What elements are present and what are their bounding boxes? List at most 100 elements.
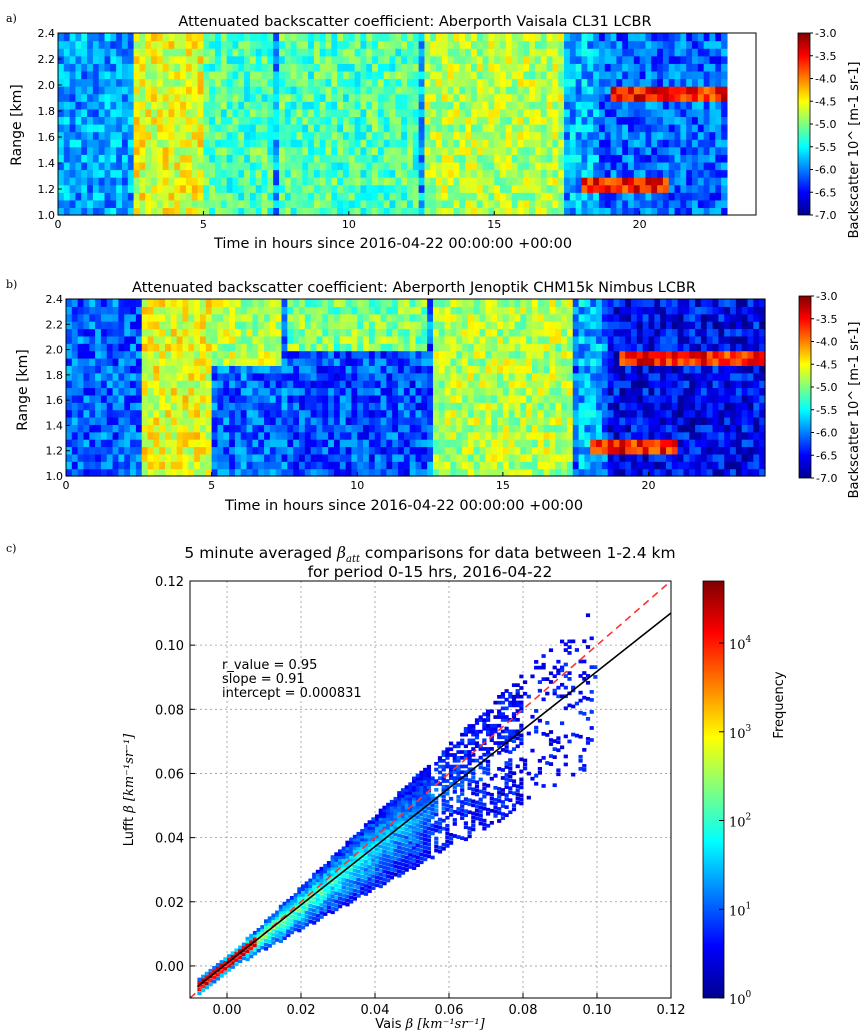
heatmap-cell xyxy=(124,424,131,433)
heatmap-cell xyxy=(467,365,475,374)
heatmap-cell xyxy=(500,48,507,57)
heatmap-cell xyxy=(345,350,353,359)
heatmap-cell xyxy=(145,169,152,178)
heatmap-cell xyxy=(77,380,85,389)
heatmap-cell xyxy=(470,86,478,95)
heatmap-cell xyxy=(584,328,591,337)
heatmap-cell xyxy=(124,439,131,448)
heatmap-cell xyxy=(587,116,594,125)
heatmap-cell xyxy=(188,306,195,315)
heatmap-cell xyxy=(246,328,253,337)
heatmap-cell xyxy=(377,108,385,118)
heatmap-cell xyxy=(267,63,274,72)
heatmap-cell xyxy=(304,365,312,374)
heatmap-cell xyxy=(398,372,405,381)
heatmap-cell xyxy=(502,453,510,462)
heatmap-cell xyxy=(92,146,100,155)
heatmap-cell xyxy=(322,424,329,433)
heatmap-cell xyxy=(58,55,65,64)
heatmap-cell xyxy=(561,328,568,337)
heatmap-cell xyxy=(100,417,108,425)
y-tick-label: 1.6 xyxy=(38,131,56,144)
heatmap-cell xyxy=(552,108,559,118)
heatmap-cell xyxy=(584,409,591,418)
heatmap-cell xyxy=(610,146,617,155)
heatmap-cell xyxy=(176,468,184,477)
heatmap-cell xyxy=(651,169,658,178)
heatmap-cell xyxy=(141,417,149,425)
heatmap-cell xyxy=(703,86,711,95)
heatmap-cell xyxy=(296,101,303,110)
heatmap-cell xyxy=(639,192,647,201)
heatmap-cell xyxy=(500,108,507,118)
heatmap-cell xyxy=(319,101,327,110)
heatmap-cell xyxy=(467,321,475,330)
heatmap-cell xyxy=(261,154,268,163)
heatmap-cell xyxy=(639,161,647,171)
heatmap-cell xyxy=(561,343,568,352)
heatmap-cell xyxy=(264,453,271,462)
heatmap-cell xyxy=(482,184,490,193)
heatmap-cell xyxy=(98,146,106,155)
heatmap-cell xyxy=(185,124,193,133)
heatmap-cell xyxy=(401,207,408,216)
heatmap-cell xyxy=(133,154,141,163)
heatmap-cell xyxy=(459,192,466,201)
heatmap-cell xyxy=(639,169,647,178)
heatmap-cell xyxy=(255,116,263,125)
heatmap-cell xyxy=(322,402,329,411)
heatmap-cell xyxy=(121,207,129,216)
heatmap-cell xyxy=(328,431,335,440)
heatmap-cell xyxy=(223,380,230,389)
heatmap-cell xyxy=(302,139,309,148)
heatmap-cell xyxy=(546,33,554,42)
heatmap-cell xyxy=(462,328,469,337)
heatmap-cell xyxy=(98,139,106,148)
heatmap-cell xyxy=(421,299,428,307)
heatmap-cell xyxy=(156,124,164,133)
heatmap-cell xyxy=(151,101,158,110)
heatmap-cell xyxy=(622,63,629,72)
heatmap-cell xyxy=(308,161,315,171)
heatmap-cell xyxy=(372,139,379,148)
heatmap-cell xyxy=(517,86,524,95)
heatmap-cell xyxy=(313,169,321,178)
heatmap-cell xyxy=(543,431,551,440)
heatmap-cell xyxy=(325,154,332,163)
heatmap-cell xyxy=(715,184,722,193)
heatmap-cell xyxy=(610,48,617,57)
heatmap-cell xyxy=(473,409,481,418)
heatmap-cell xyxy=(456,365,463,374)
heatmap-cell xyxy=(721,55,728,64)
heatmap-cell xyxy=(162,48,170,57)
heatmap-cell xyxy=(444,468,452,477)
heatmap-cell xyxy=(555,380,562,389)
heatmap-cell xyxy=(543,439,551,448)
heatmap-cell xyxy=(293,380,300,389)
heatmap-cell xyxy=(558,154,565,163)
heatmap-cell xyxy=(287,424,294,433)
heatmap-cell xyxy=(444,328,452,337)
heatmap-cell xyxy=(246,453,253,462)
heatmap-cell xyxy=(401,108,408,118)
heatmap-cell xyxy=(75,86,82,95)
heatmap-cell xyxy=(348,93,356,102)
heatmap-cell xyxy=(633,161,641,171)
heatmap-cell xyxy=(293,313,300,322)
heatmap-cell xyxy=(240,358,248,366)
heatmap-cell xyxy=(363,431,370,440)
heatmap-cell xyxy=(491,365,498,374)
heatmap-cell xyxy=(703,154,711,163)
heatmap-cell xyxy=(118,402,125,411)
heatmap-cell xyxy=(438,313,446,322)
heatmap-cell xyxy=(194,365,201,374)
heatmap-cell xyxy=(226,124,234,133)
heatmap-cell xyxy=(264,394,271,403)
heatmap-cell xyxy=(418,48,426,57)
heatmap-cell xyxy=(476,33,484,42)
heatmap-cell xyxy=(368,387,376,396)
heatmap-cell xyxy=(680,108,687,118)
heatmap-cell xyxy=(348,78,356,87)
heatmap-cell xyxy=(546,169,554,178)
heatmap-cell xyxy=(77,358,85,366)
